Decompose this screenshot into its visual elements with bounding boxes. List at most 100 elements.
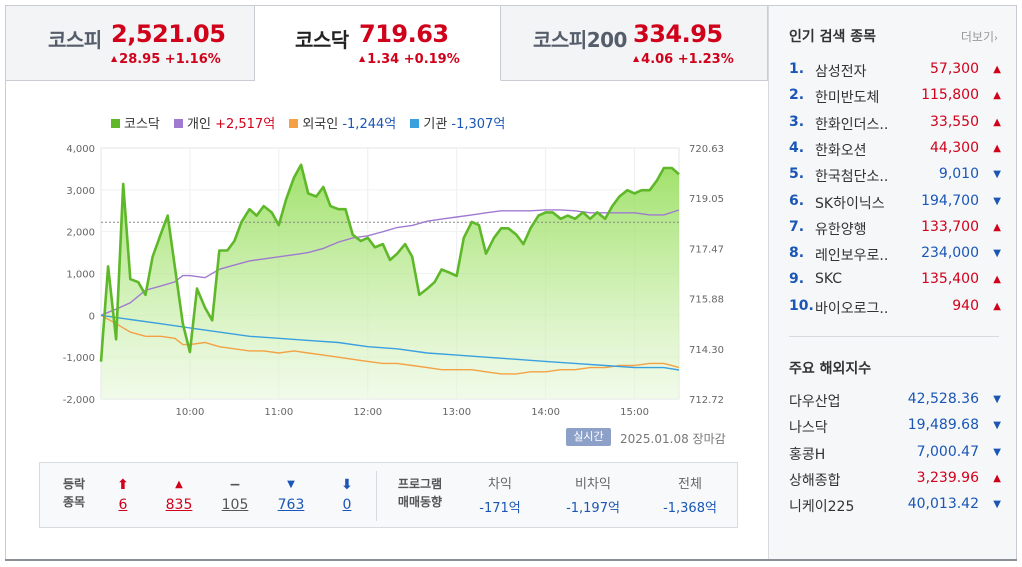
y-left-tick-label: 1,000 <box>66 270 95 281</box>
right-panel: 인기 검색 종목 더보기› 1. 삼성전자 57,300 ▲ 2. 한미반도체 115,80… <box>768 6 1016 560</box>
tab-kospi200[interactable]: 코스피200 334.95 ▲ 4.06 +1.23% <box>501 6 768 81</box>
stock-price: 44,300 <box>930 139 979 156</box>
legend-swatch <box>111 119 120 128</box>
program-non-arbitrage: 비차익 -1,197억 <box>553 475 633 516</box>
overseas-index-item[interactable]: 나스닥 19,489.68 ▼ <box>789 413 1001 439</box>
program-head: 비차익 <box>575 477 611 492</box>
y-left-tick-label: 4,000 <box>66 144 95 155</box>
unchanged-count[interactable]: 105 <box>221 497 249 513</box>
y-left-tick-label: -2,000 <box>63 395 95 406</box>
y-left-tick-label: 0 <box>89 311 95 322</box>
stock-name: 유한양행 <box>815 221 867 238</box>
rank-number: 1. <box>789 61 805 77</box>
market-breadth-box: 등락 종목 ⬆ 6 ▲ 835 −105 ▼ 763 ⬇ 0 프로그램 매매동향 차익 -17… <box>39 462 738 528</box>
rank-number: 2. <box>789 87 805 104</box>
dash-icon: − <box>229 477 241 493</box>
legend-institution[interactable]: 기관 -1,307억 <box>410 113 505 132</box>
rank-number: 8. <box>789 245 805 262</box>
legend-label: 개인 <box>187 117 211 132</box>
stock-name: 한화인더스.. <box>815 116 889 133</box>
program-value: -1,368억 <box>663 501 717 516</box>
rank-number: 7. <box>789 218 805 235</box>
tab-kospi[interactable]: 코스피 2,521.05 ▲ 28.95 +1.16% <box>6 6 255 81</box>
tab-change: ▲ 1.34 +0.19% <box>359 52 460 67</box>
chart-legend: 코스닥 개인 +2,517억 외국인 -1,244억 기관 -1,307억 <box>111 113 515 132</box>
fall-count[interactable]: 763 <box>277 497 305 513</box>
stock-name: SK하이닉스 <box>815 195 885 212</box>
rank-number: 6. <box>789 192 805 209</box>
legend-label: 외국인 <box>302 117 339 132</box>
rank-number: 4. <box>789 139 805 156</box>
y-right-tick-label: 717.47 <box>689 244 724 255</box>
up-triangle-icon: ▲ <box>993 274 1001 286</box>
legend-swatch <box>174 119 184 128</box>
up-triangle-icon: ▲ <box>993 472 1001 484</box>
popular-item[interactable]: 6. SK하이닉스 194,700 ▼ <box>789 189 1001 215</box>
legend-value: +2,517억 <box>215 117 276 132</box>
program-label-line: 매매동향 <box>397 495 443 509</box>
tab-change-text: 28.95 +1.16% <box>119 52 221 67</box>
overseas-index-item[interactable]: 상해종합 3,239.96 ▲ <box>789 466 1001 492</box>
popular-item[interactable]: 3. 한화인더스.. 33,550 ▲ <box>789 110 1001 136</box>
intraday-chart[interactable]: 4,000 3,000 2,000 1,000 0 -1,000 -2,000 720.63 7… <box>6 81 768 421</box>
up-triangle-icon: ▲ <box>993 142 1001 154</box>
popular-item[interactable]: 2. 한미반도체 115,800 ▲ <box>789 83 1001 109</box>
popular-item[interactable]: 5. 한국첨단소.. 9,010 ▼ <box>789 162 1001 188</box>
down-triangle-icon: ▼ <box>287 479 295 490</box>
tab-value: 334.95 <box>633 20 723 48</box>
x-tick-label: 12:00 <box>353 407 382 418</box>
x-tick-label: 15:00 <box>620 407 649 418</box>
y-right-tick-label: 720.63 <box>689 144 724 155</box>
stock-price: 135,400 <box>921 271 979 288</box>
index-name: 다우산업 <box>789 394 841 410</box>
investor-line-3 <box>100 314 680 371</box>
tab-value: 2,521.05 <box>111 20 226 48</box>
popular-item[interactable]: 4. 한화오션 44,300 ▲ <box>789 136 1001 162</box>
overseas-index-item[interactable]: 홍콩H 7,000.47 ▼ <box>789 440 1001 466</box>
x-tick-label: 10:00 <box>176 407 205 418</box>
lower-limit-count[interactable]: 0 <box>342 497 352 513</box>
up-triangle-icon: ▲ <box>175 479 183 490</box>
popular-item[interactable]: 10. 바이오로그.. 940 ▲ <box>789 294 1001 320</box>
tab-name: 코스피200 <box>533 28 627 52</box>
popular-item[interactable]: 8. 레인보우로.. 234,000 ▼ <box>789 241 1001 267</box>
y-right-tick-label: 719.05 <box>689 194 724 205</box>
popular-item[interactable]: 1. 삼성전자 57,300 ▲ <box>789 57 1001 83</box>
y-left-tick-label: 3,000 <box>66 186 95 197</box>
stock-price: 57,300 <box>930 61 979 77</box>
overseas-index-item[interactable]: 니케이225 40,013.42 ▼ <box>789 492 1001 518</box>
rank-number: 10. <box>789 297 814 314</box>
up-triangle-icon: ▲ <box>993 300 1001 312</box>
upper-limit-count[interactable]: 6 <box>118 497 128 513</box>
index-name: 니케이225 <box>789 499 855 516</box>
index-name: 상해종합 <box>789 472 841 489</box>
up-triangle-icon: ▲ <box>633 54 640 63</box>
realtime-badge[interactable]: 실시간 <box>566 428 611 446</box>
investor-line-1 <box>100 209 680 316</box>
program-label: 프로그램 매매동향 <box>390 475 450 511</box>
more-link[interactable]: 더보기› <box>961 28 998 45</box>
stock-price: 194,700 <box>921 192 979 209</box>
popular-item[interactable]: 7. 유한양행 133,700 ▲ <box>789 215 1001 241</box>
rise-count[interactable]: 835 <box>165 497 193 513</box>
up-triangle-icon: ▲ <box>993 221 1001 233</box>
legend-value: -1,307억 <box>451 117 506 132</box>
more-label: 더보기 <box>960 30 994 44</box>
breadth-label: 등락 종목 <box>54 475 94 511</box>
legend-foreign[interactable]: 외국인 -1,244억 <box>289 113 396 132</box>
index-value: 7,000.47 <box>916 443 979 460</box>
down-triangle-icon: ▼ <box>993 446 1001 458</box>
overseas-index-item[interactable]: 다우산업 42,528.36 ▼ <box>789 387 1001 413</box>
x-tick-label: 11:00 <box>264 407 293 418</box>
tab-name: 코스닥 <box>295 28 349 52</box>
up-triangle-icon: ▲ <box>993 116 1001 128</box>
tab-name: 코스피 <box>48 28 102 52</box>
popular-item[interactable]: 9. SKC 135,400 ▲ <box>789 267 1001 293</box>
legend-individual[interactable]: 개인 +2,517억 <box>174 113 275 132</box>
tab-kosdaq[interactable]: 코스닥 719.63 ▲ 1.34 +0.19% <box>255 6 501 81</box>
program-value: -1,197억 <box>566 501 620 516</box>
stock-name: 바이오로그.. <box>815 300 889 317</box>
tab-change-text: 4.06 +1.23% <box>641 52 734 67</box>
legend-kosdaq[interactable]: 코스닥 <box>111 113 160 132</box>
stock-name: 삼성전자 <box>815 64 867 80</box>
